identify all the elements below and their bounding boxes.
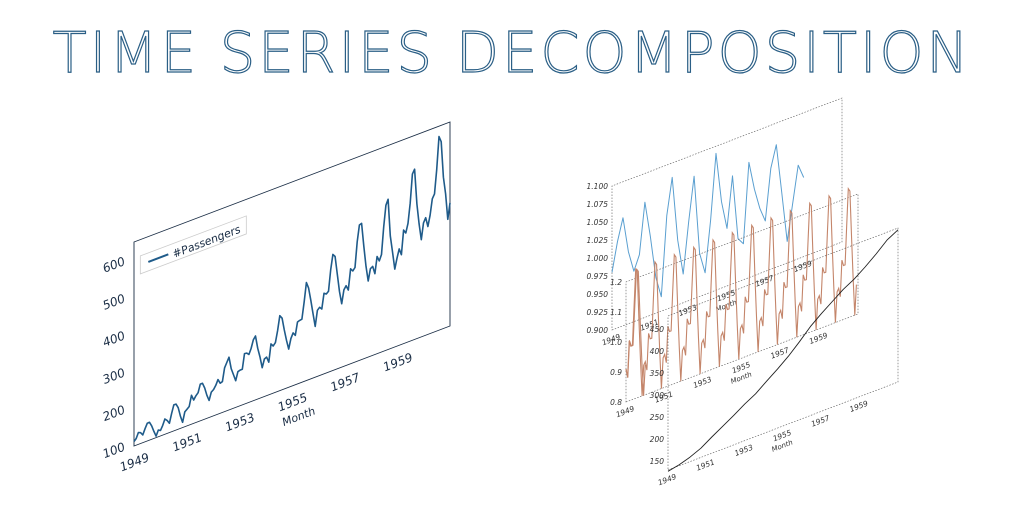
residual-y-tick-label: 0.9 [610, 368, 622, 377]
residual-y-tick-label: 1.0 [610, 338, 622, 347]
trend-series-line [667, 229, 899, 472]
seasonal-frame [611, 97, 843, 331]
passengers-y-tick-label: 300 [101, 365, 128, 386]
trend-x-tick-label: 1959 [848, 399, 869, 414]
passengers-y-tick-label: 100 [101, 440, 128, 461]
seasonal-y-tick-label: 1.000 [587, 254, 609, 263]
seasonal-y-tick-label: 0.975 [587, 272, 609, 281]
seasonal-y-tick-label: 1.050 [587, 218, 609, 227]
passengers-y-tick-label: 200 [101, 403, 128, 424]
passengers-x-tick-label: 1951 [170, 430, 204, 454]
residual-x-tick-label: 1957 [769, 345, 790, 360]
trend-y-tick-label: 250 [650, 413, 665, 422]
seasonal-y-tick-label: 1.100 [587, 182, 609, 191]
trend-x-tick-label: 1953 [733, 443, 754, 458]
passengers-y-tick-label: 600 [101, 254, 128, 275]
seasonal-y-tick-label: 1.075 [587, 200, 609, 209]
trend-frame [667, 227, 899, 471]
passengers-series-line [133, 135, 451, 442]
legend-box [139, 215, 247, 275]
seasonal-y-tick-label: 0.900 [587, 326, 609, 335]
residual-x-tick-label: 1953 [692, 375, 713, 390]
residual-y-tick-label: 1.1 [610, 308, 622, 317]
passengers-y-tick-label: 500 [101, 291, 128, 312]
legend: #Passengers [139, 215, 247, 275]
seasonal-y-tick-label: 0.950 [587, 290, 609, 299]
passengers-frame [133, 121, 451, 447]
trend-y-tick-label: 150 [650, 457, 665, 466]
passengers-chart: 1949195119531955195719591002003004005006… [101, 121, 451, 474]
legend-swatch [147, 253, 169, 263]
trend-y-tick-label: 350 [650, 369, 665, 378]
residual-frame [625, 193, 859, 403]
residual-x-tick-label: 1959 [808, 331, 829, 346]
trend-y-tick-label: 450 [650, 325, 665, 334]
passengers-y-tick-label: 400 [101, 328, 128, 349]
seasonal-y-tick-label: 1.025 [587, 236, 609, 245]
passengers-x-tick-label: 1957 [328, 370, 362, 394]
trend-x-tick-label: 1951 [695, 457, 716, 472]
residual-y-tick-label: 0.8 [610, 398, 622, 407]
residual-layer-chart: 1949195119531955195719590.80.91.01.11.2M… [610, 186, 859, 419]
trend-x-tick-label: 1949 [657, 472, 678, 487]
trend-y-tick-label: 200 [650, 435, 665, 444]
page-title: TIME SERIES DECOMPOSITION [53, 21, 972, 86]
trend-x-tick-label: 1957 [810, 413, 831, 428]
seasonal-y-tick-label: 0.925 [587, 308, 609, 317]
residual-y-tick-label: 1.2 [610, 278, 622, 287]
trend-y-tick-label: 400 [650, 347, 665, 356]
seasonal-x-tick-label: 1959 [792, 259, 813, 274]
seasonal-layer-chart: 1949195119531955195719590.9000.9250.9500… [587, 97, 843, 347]
seasonal-x-tick-label: 1953 [677, 303, 698, 318]
passengers-x-tick-label: 1953 [223, 410, 257, 434]
trend-y-tick-label: 300 [650, 391, 665, 400]
seasonal-series-line [611, 144, 805, 298]
residual-seasonal-cycle-line [625, 186, 857, 396]
passengers-x-tick-label: 1959 [381, 350, 415, 374]
seasonal-x-tick-label: 1957 [754, 273, 775, 288]
